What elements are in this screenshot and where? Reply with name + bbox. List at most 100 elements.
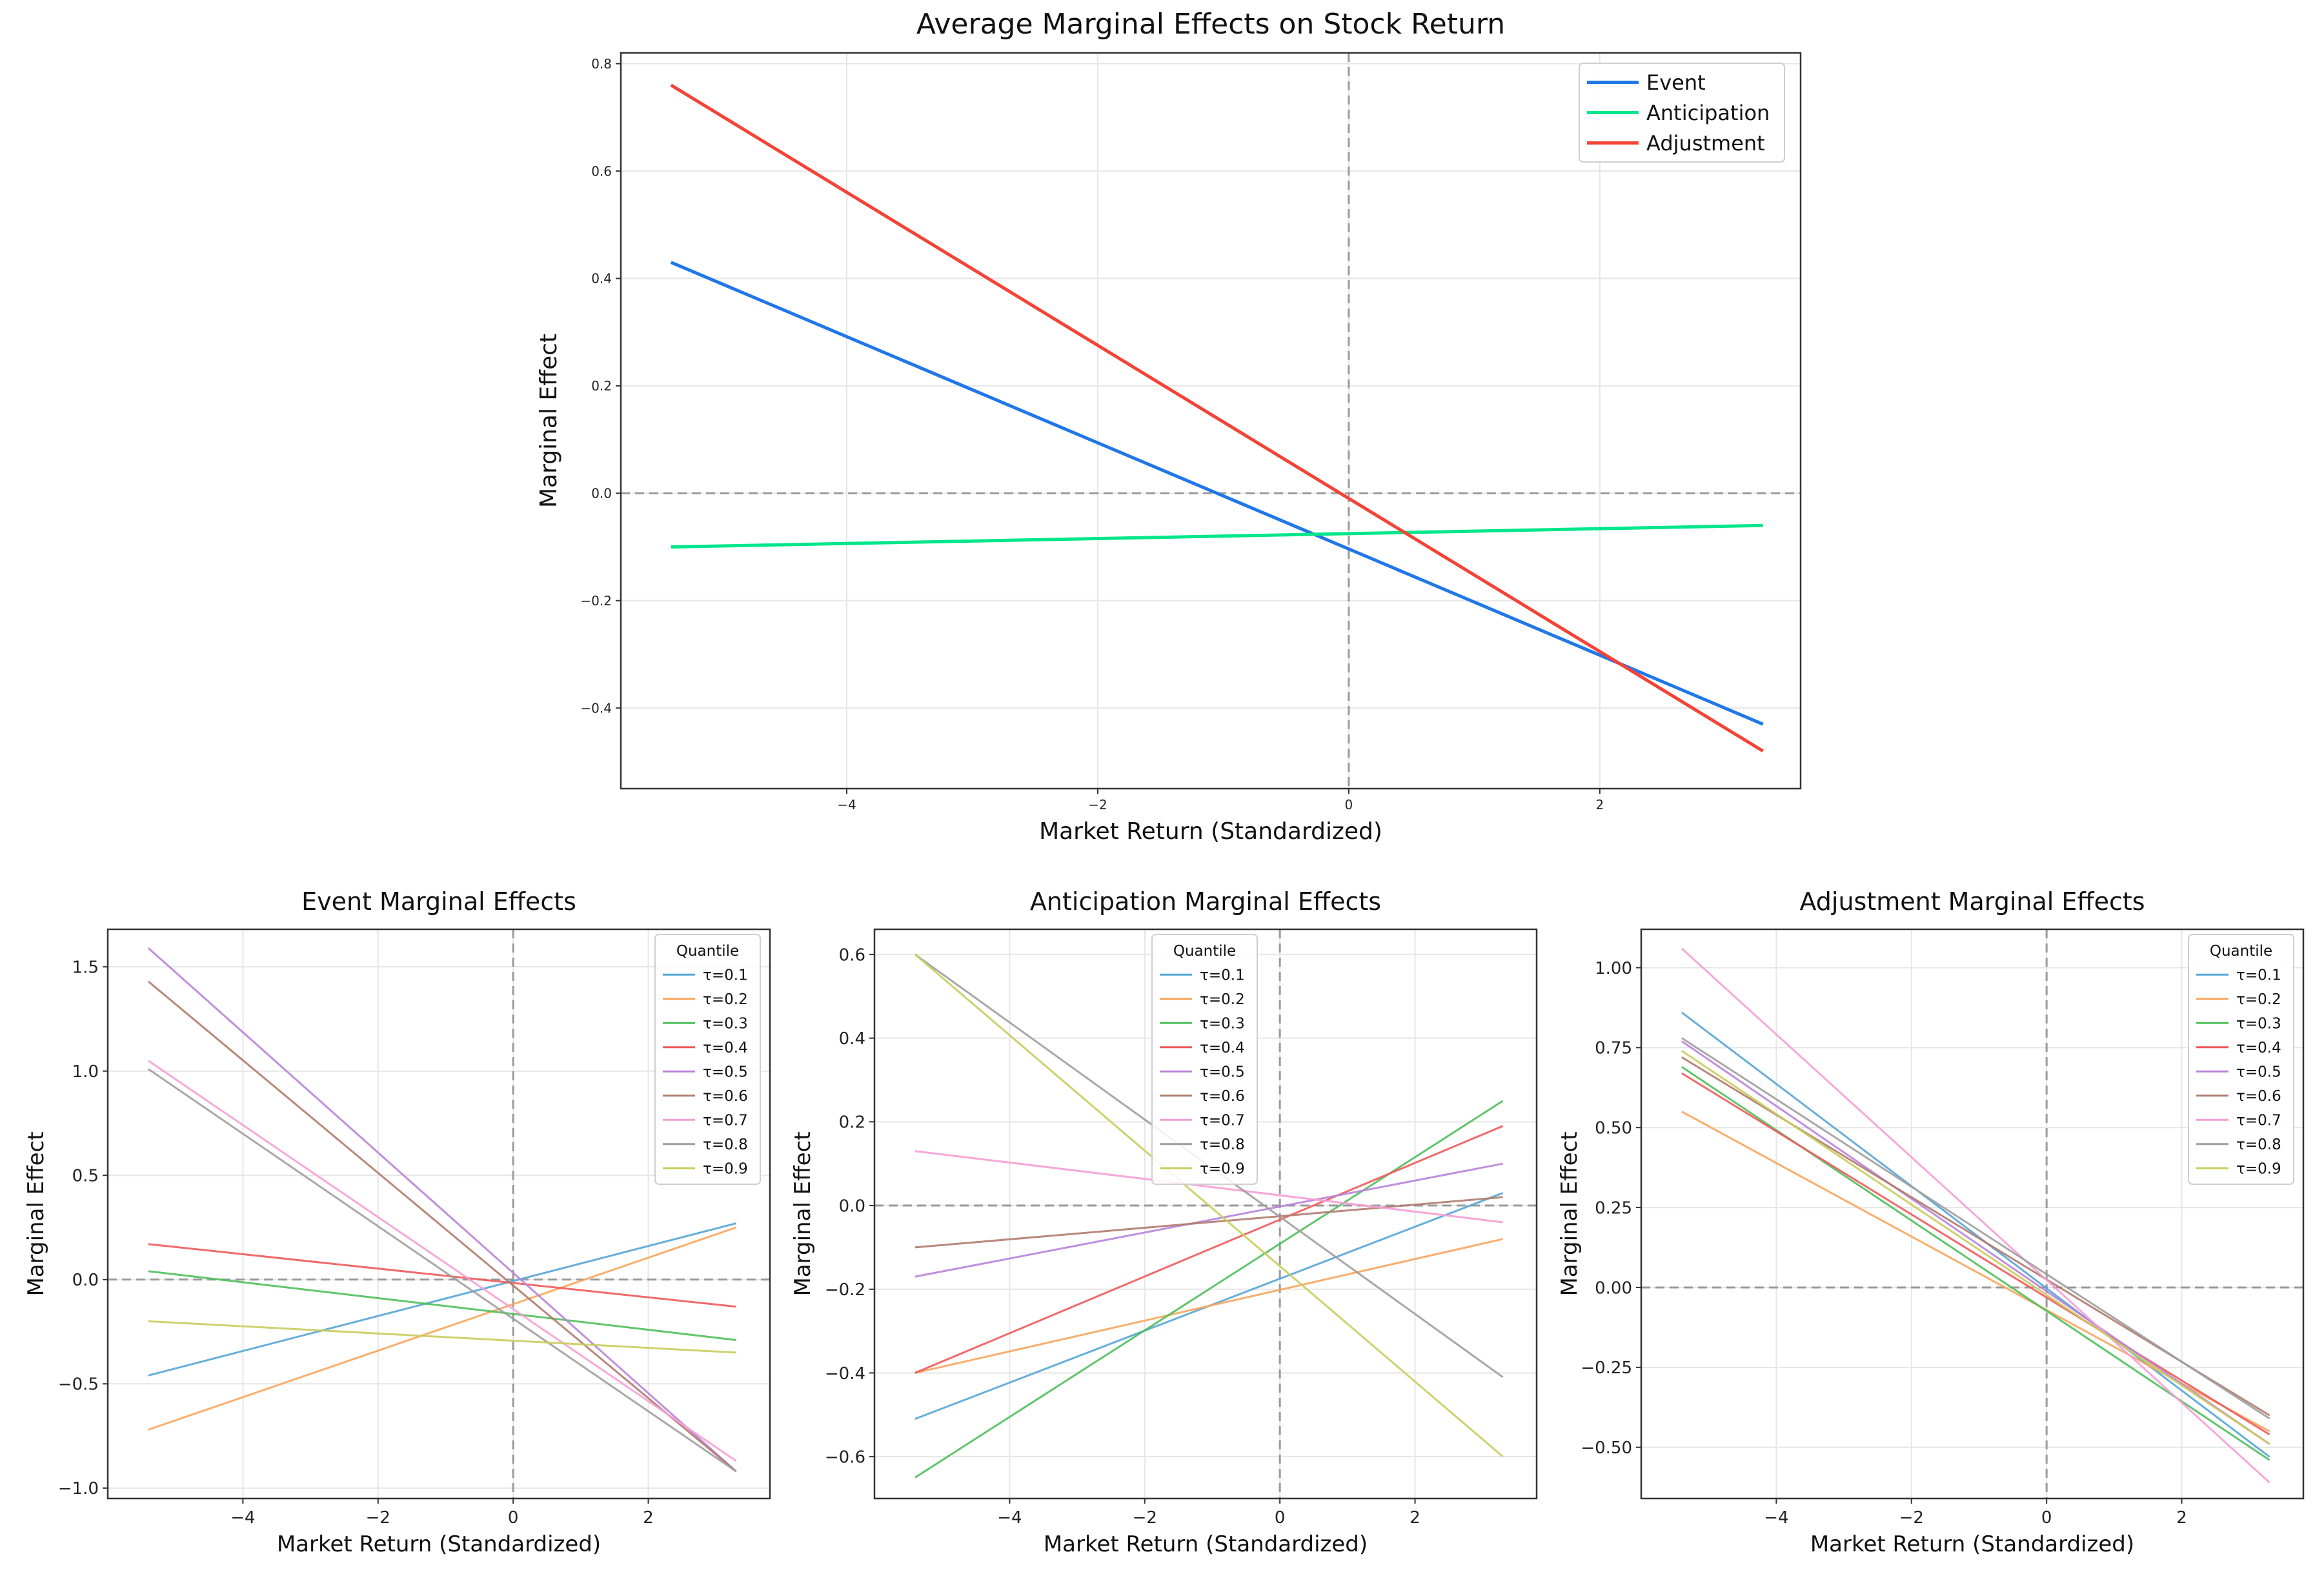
series-line-1 <box>670 261 1764 726</box>
series-line-3 <box>670 83 1764 752</box>
y-tick-label: −0.2 <box>825 1280 865 1300</box>
plot-frame <box>620 52 1802 790</box>
series-line-8 <box>147 1068 737 1473</box>
x-axis-label: Market Return (Standardized) <box>1039 818 1382 845</box>
y-tick-label: 0.2 <box>839 1113 865 1133</box>
x-tick-label: 0 <box>2041 1508 2052 1528</box>
series-line-4 <box>1681 1072 2270 1436</box>
series-line-9 <box>1681 1050 2270 1446</box>
x-tick-label: −2 <box>1899 1508 1924 1528</box>
y-tick-label: 0.0 <box>839 1196 865 1216</box>
series-line-3 <box>914 1100 1504 1478</box>
y-tick-label: 0.50 <box>1595 1119 1632 1138</box>
series-line-9 <box>148 1320 736 1354</box>
legend-label: τ=0.5 <box>703 1064 748 1081</box>
legend-label: τ=0.2 <box>703 991 748 1008</box>
series-line-4 <box>914 1125 1504 1374</box>
y-tick-label: 1.00 <box>1595 959 1632 978</box>
plot-frame <box>106 928 771 1500</box>
y-tick-label: 0.75 <box>1595 1039 1632 1058</box>
y-tick-label: −0.6 <box>825 1448 865 1468</box>
legend-label: τ=0.8 <box>1200 1136 1245 1153</box>
legend-box <box>654 934 761 1185</box>
legend-label: τ=0.1 <box>2236 967 2281 984</box>
legend-label: τ=0.7 <box>1200 1113 1245 1129</box>
x-tick-label: −2 <box>1133 1508 1157 1528</box>
legend: Quantile τ=0.1 τ=0.2 τ=0.3 τ=0.4 τ=0.5 τ=0.6 τ=… <box>654 934 761 1185</box>
y-tick-label: −0.5 <box>58 1375 99 1395</box>
legend-box <box>1579 63 1785 163</box>
x-tick-label: 2 <box>643 1508 654 1528</box>
legend: Quantile τ=0.1 τ=0.2 τ=0.3 τ=0.4 τ=0.5 τ=0.6 τ=… <box>2188 934 2294 1185</box>
legend-title: Quantile <box>1173 943 1236 960</box>
y-tick-label: 0.6 <box>839 945 865 965</box>
legend-label: τ=0.9 <box>703 1161 748 1178</box>
series-line-7 <box>147 1060 737 1462</box>
y-tick-label: 0.25 <box>1595 1198 1632 1218</box>
legend-label: τ=0.1 <box>1200 967 1245 984</box>
x-tick-label: −4 <box>997 1508 1022 1528</box>
legend-label: τ=0.7 <box>2236 1113 2281 1129</box>
adjustment-chart: −4 −2 0 2 −0.50 −0.25 0.00 0.25 0.50 0.75 1.00 Adju… <box>1557 887 2305 1557</box>
legend-label: τ=0.9 <box>2236 1161 2281 1178</box>
legend-box <box>1151 934 1258 1185</box>
legend-title: Quantile <box>2210 943 2272 960</box>
legend: Quantile τ=0.1 τ=0.2 τ=0.3 τ=0.4 τ=0.5 τ=0.6 τ=… <box>1151 934 1258 1185</box>
legend-label: Anticipation <box>1646 101 1770 125</box>
series-line-9 <box>914 953 1504 1458</box>
legend-label: τ=0.7 <box>703 1113 748 1129</box>
x-axis-label: Market Return (Standardized) <box>1044 1531 1368 1557</box>
legend-box <box>2188 934 2294 1185</box>
series-line-5 <box>1681 1040 2270 1446</box>
series-line-8 <box>1681 1037 2270 1420</box>
legend-label: τ=0.1 <box>703 967 748 984</box>
series-line-5 <box>147 947 737 1473</box>
y-tick-label: 0.5 <box>72 1167 99 1186</box>
series-line-1 <box>148 1222 737 1377</box>
x-tick-label: −4 <box>837 797 856 812</box>
x-axis-label: Market Return (Standardized) <box>277 1531 601 1557</box>
x-tick-label: −4 <box>230 1508 255 1528</box>
legend-label: τ=0.3 <box>2236 1016 2281 1033</box>
legend-label: τ=0.2 <box>2236 991 2281 1008</box>
legend-label: τ=0.4 <box>2236 1040 2281 1056</box>
legend-label: τ=0.3 <box>1200 1016 1245 1033</box>
legend-label: τ=0.6 <box>2236 1088 2281 1105</box>
legend-label: τ=0.5 <box>1200 1064 1245 1081</box>
x-tick-label: −4 <box>1764 1508 1788 1528</box>
y-tick-label: 0.4 <box>591 271 612 287</box>
x-tick-label: 0 <box>1275 1508 1286 1528</box>
legend-label: τ=0.6 <box>703 1088 748 1105</box>
y-tick-label: 0.8 <box>591 56 612 72</box>
x-tick-label: 0 <box>508 1508 519 1528</box>
series-line-1 <box>1681 1011 2270 1458</box>
y-axis-label: Marginal Effect <box>790 1131 816 1296</box>
series-line-2 <box>671 523 1763 549</box>
legend-title: Quantile <box>676 943 739 960</box>
legend-label: Event <box>1646 70 1706 95</box>
y-tick-label: 0.6 <box>591 163 612 179</box>
x-tick-label: 2 <box>2176 1508 2187 1528</box>
plot-frame <box>1640 928 2305 1500</box>
series-line-5 <box>914 1162 1503 1278</box>
series-line-6 <box>914 1196 1503 1249</box>
series-line-2 <box>148 1226 737 1431</box>
y-axis-label: Marginal Effect <box>1557 1131 1582 1296</box>
y-tick-label: 0.00 <box>1595 1278 1632 1298</box>
y-tick-label: −1.0 <box>58 1479 99 1498</box>
series-line-7 <box>914 1150 1503 1224</box>
y-axis-label: Marginal Effect <box>23 1131 49 1296</box>
y-tick-label: 0.2 <box>591 378 612 394</box>
y-tick-label: −0.25 <box>1581 1358 1632 1378</box>
event-chart: −4 −2 0 2 −1.0 −0.5 0.0 0.5 1.0 1.5 Event Marginal… <box>23 887 771 1557</box>
y-tick-label: 0.0 <box>591 486 612 501</box>
main-chart: −4 −2 0 2 −0.4 −0.2 0.0 0.2 0.4 0.6 0.8 Average Mar… <box>536 8 1802 845</box>
series-line-4 <box>148 1243 736 1308</box>
x-tick-label: −2 <box>1088 797 1107 812</box>
legend-label: τ=0.6 <box>1200 1088 1245 1105</box>
legend-label: τ=0.3 <box>703 1016 748 1033</box>
legend-label: τ=0.5 <box>2236 1064 2281 1081</box>
y-axis-label: Marginal Effect <box>536 334 562 508</box>
chart-title: Anticipation Marginal Effects <box>1030 887 1381 916</box>
